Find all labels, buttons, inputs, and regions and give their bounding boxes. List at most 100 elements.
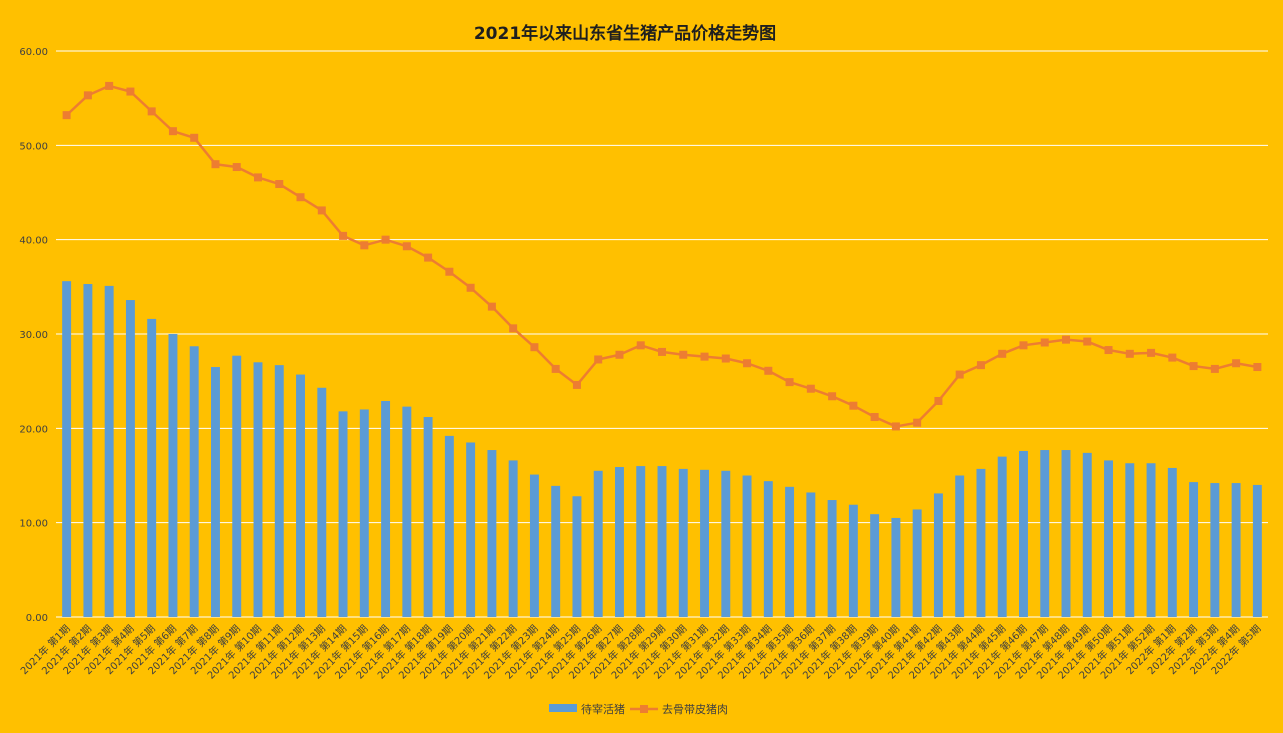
bar [1252, 484, 1262, 617]
line-marker [62, 111, 71, 120]
bar [338, 411, 348, 617]
bar [955, 475, 965, 617]
line-marker [1125, 349, 1134, 358]
line-marker [913, 418, 922, 427]
line-marker [1232, 359, 1241, 368]
bar [763, 481, 773, 617]
bar [508, 460, 518, 617]
bar [1189, 482, 1199, 617]
bar [593, 470, 603, 617]
line-marker [679, 350, 688, 359]
bar [211, 367, 220, 617]
bar [1040, 450, 1050, 617]
line-marker [487, 302, 496, 311]
line-marker [955, 370, 964, 379]
bar [678, 468, 688, 617]
legend-line-label: 去骨带皮猪肉 [662, 703, 728, 716]
bar [1146, 463, 1156, 617]
line-marker [551, 364, 560, 373]
line-marker [1210, 364, 1219, 373]
y-tick-label: 30.00 [19, 330, 48, 341]
line-marker [1083, 337, 1092, 346]
bar [636, 466, 646, 617]
bar [700, 469, 709, 617]
line-marker [83, 91, 92, 100]
bar [487, 450, 497, 617]
legend-bar-swatch [549, 704, 577, 712]
line-marker [1168, 353, 1177, 362]
line-marker [1062, 335, 1070, 344]
line-marker [572, 380, 581, 389]
bar [189, 346, 199, 617]
line-marker [402, 242, 411, 251]
legend: 待宰活猪 去骨带皮猪肉 [549, 702, 728, 716]
bar [912, 509, 922, 617]
line-marker [594, 355, 603, 364]
line-marker [530, 343, 539, 352]
bar [1019, 450, 1028, 617]
line-marker [360, 241, 369, 250]
chart-title: 2021年以来山东省生猪产品价格走势图 [474, 23, 776, 44]
bar [168, 334, 178, 617]
bar [402, 406, 412, 617]
bar [721, 470, 731, 617]
line-marker [785, 378, 794, 387]
line-marker [764, 366, 773, 375]
line-marker [998, 349, 1007, 358]
bar [253, 362, 263, 617]
line-marker [168, 127, 177, 136]
line-marker [849, 401, 858, 410]
line-marker [381, 235, 390, 244]
line-marker [424, 253, 433, 262]
line-marker [105, 81, 114, 90]
line-marker [1040, 338, 1049, 347]
line-series-path [65, 84, 1258, 428]
line-marker [1147, 348, 1156, 357]
bar [1125, 463, 1135, 617]
bar [827, 500, 837, 617]
bar [125, 300, 135, 617]
line-marker [743, 359, 752, 368]
bar [1231, 483, 1241, 617]
bar [1061, 450, 1071, 617]
bar [742, 475, 752, 617]
bar [317, 387, 327, 617]
bar [1167, 467, 1177, 617]
bar [870, 514, 880, 617]
bar [232, 355, 242, 617]
bar [997, 456, 1007, 617]
bar [848, 504, 858, 617]
line-marker [445, 267, 454, 276]
line-marker [275, 180, 284, 189]
line-marker [232, 163, 241, 172]
line-marker [934, 396, 943, 405]
legend-line-marker [640, 705, 648, 713]
line-marker [147, 107, 156, 116]
line-marker [636, 341, 645, 350]
line-marker [700, 352, 709, 361]
bar [785, 486, 795, 617]
bar [423, 417, 433, 617]
bar [466, 442, 476, 617]
y-tick-label: 60.00 [19, 47, 48, 58]
line-marker [721, 354, 730, 363]
bar [147, 318, 157, 617]
bar [1104, 460, 1113, 617]
line-marker [1019, 341, 1028, 350]
line-marker [190, 133, 199, 142]
line-marker [806, 384, 815, 393]
bar [657, 466, 667, 617]
bar [359, 409, 369, 617]
y-axis-ticks: 0.00 10.00 20.00 30.00 40.00 50.00 60.00 [19, 47, 48, 624]
bar [1082, 452, 1092, 617]
line-marker [509, 324, 518, 333]
bar [83, 284, 93, 617]
line-marker [615, 350, 624, 359]
y-tick-label: 0.00 [26, 613, 48, 624]
bar [444, 435, 454, 617]
bar [976, 468, 986, 617]
bar [615, 467, 624, 617]
line-marker [211, 160, 220, 169]
